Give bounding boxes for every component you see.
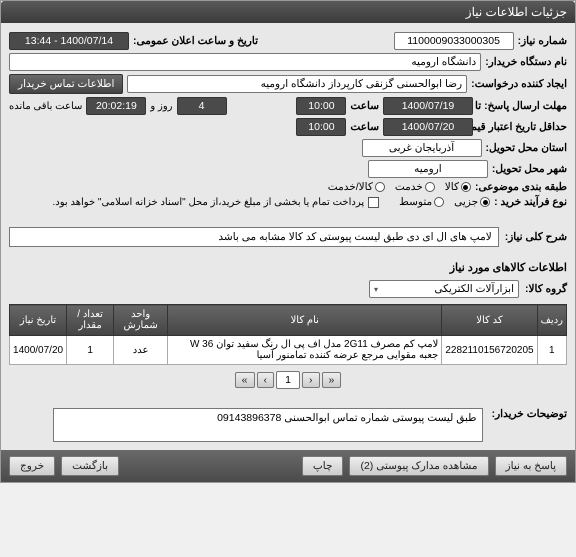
remain-time: 20:02:19 (86, 97, 146, 115)
goods-section-title: اطلاعات کالاهای مورد نیاز (9, 257, 567, 280)
buyer-notes-value: طبق لیست پیوستی شماره تماس ابوالحسنی 091… (53, 408, 483, 442)
radio-goods[interactable]: کالا (445, 181, 471, 193)
city-value: ارومیه (368, 160, 488, 178)
radio-dot-icon (425, 182, 435, 192)
process-radio-group: جزیی متوسط (399, 196, 490, 208)
print-button[interactable]: چاپ (302, 456, 344, 476)
cell-unit: عدد (114, 336, 168, 365)
cell-name: لامپ کم مصرف 2G11 مدل اف پی ال رنگ سفید … (168, 336, 442, 365)
col-row: ردیف (537, 305, 566, 336)
category-radio-group: کالا خدمت کالا/خدمت (328, 181, 471, 193)
time-label-1: ساعت (350, 100, 379, 112)
col-unit: واحد شمارش (114, 305, 168, 336)
goods-group-value: ابزارآلات الکتریکی (434, 283, 514, 295)
creator-value: رضا ابوالحسنی گزنقی کارپرداز دانشگاه ارو… (127, 75, 467, 93)
radio-dot-icon (480, 197, 490, 207)
col-code: کد کالا (442, 305, 537, 336)
page-number[interactable]: 1 (276, 371, 300, 389)
remain-label: ساعت باقی مانده (9, 101, 82, 112)
attachments-button[interactable]: مشاهده مدارک پیوستی (2) (349, 456, 488, 476)
remain-days-label: روز و (150, 101, 172, 112)
radio-dot-icon (375, 182, 385, 192)
announce-label: تاریخ و ساعت اعلان عمومی: (133, 35, 258, 47)
back-button[interactable]: بازگشت (61, 456, 119, 476)
goods-block: اطلاعات کالاهای مورد نیاز گروه کالا: ابز… (1, 253, 575, 400)
need-no-label: شماره نیاز: (518, 35, 567, 47)
page-last[interactable]: » (322, 372, 342, 388)
radio-dot-icon (461, 182, 471, 192)
radio-service[interactable]: خدمت (395, 181, 435, 193)
radio-goods-label: کالا (445, 181, 459, 193)
radio-both-label: کالا/خدمت (328, 181, 373, 193)
goods-group-select[interactable]: ابزارآلات الکتریکی ▾ (369, 280, 519, 298)
cell-idx: 1 (537, 336, 566, 365)
page-prev[interactable]: ‹ (257, 372, 275, 388)
cell-date: 1400/07/20 (10, 336, 67, 365)
page-next[interactable]: › (302, 372, 320, 388)
city-label: شهر محل تحویل: (492, 163, 567, 175)
goods-table: ردیف کد کالا نام کالا واحد شمارش تعداد /… (9, 304, 567, 365)
radio-both[interactable]: کالا/خدمت (328, 181, 385, 193)
deadline-time: 10:00 (296, 97, 346, 115)
contact-info-button[interactable]: اطلاعات تماس خریدار (9, 74, 123, 94)
buyer-notes-label: توضیحات خریدار: (492, 408, 567, 420)
col-qty: تعداد / مقدار (67, 305, 114, 336)
creator-label: ایجاد کننده درخواست: (471, 78, 567, 90)
time-label-2: ساعت (350, 121, 379, 133)
radio-service-label: خدمت (395, 181, 423, 193)
summary-value: لامپ های ال ای دی طبق لیست پیوستی کد کال… (9, 227, 499, 247)
exit-button[interactable]: خروج (9, 456, 55, 476)
category-label: طبقه بندی موضوعی: (475, 181, 567, 193)
announce-value: 1400/07/14 - 13:44 (9, 32, 129, 50)
chevron-down-icon: ▾ (374, 285, 378, 294)
summary-label: شرح کلی نیاز: (505, 231, 567, 243)
buyer-label: نام دستگاه خریدار: (485, 56, 567, 68)
reply-button[interactable]: پاسخ به نیاز (495, 456, 567, 476)
table-row[interactable]: 1 2282110156720205 لامپ کم مصرف 2G11 مدل… (10, 336, 567, 365)
radio-minor-label: جزیی (454, 196, 478, 208)
cell-qty: 1 (67, 336, 114, 365)
form-area: شماره نیاز: 1100009033000305 تاریخ و ساع… (1, 23, 575, 221)
need-no-value: 1100009033000305 (394, 32, 514, 50)
goods-group-label: گروه کالا: (525, 283, 567, 295)
process-label: نوع فرآیند خرید : (494, 196, 567, 208)
col-name: نام کالا (168, 305, 442, 336)
buyer-notes-area: توضیحات خریدار: طبق لیست پیوستی شماره تم… (1, 400, 575, 450)
col-date: تاریخ نیاز (10, 305, 67, 336)
payment-checkbox[interactable] (368, 197, 379, 208)
window-title: جزئیات اطلاعات نیاز (1, 1, 575, 23)
remain-days: 4 (177, 97, 227, 115)
footer-bar: خروج بازگشت چاپ مشاهده مدارک پیوستی (2) … (1, 450, 575, 482)
price-valid-label: حداقل تاریخ اعتبار قیمت: تا تاریخ: (477, 121, 567, 133)
radio-medium[interactable]: متوسط (399, 196, 444, 208)
deadline-date: 1400/07/19 (383, 97, 473, 115)
radio-minor[interactable]: جزیی (454, 196, 490, 208)
province-label: استان محل تحویل: (486, 142, 567, 154)
radio-dot-icon (434, 197, 444, 207)
page-first[interactable]: « (235, 372, 255, 388)
province-value: آذربایجان غربی (362, 139, 482, 157)
payment-note: پرداخت تمام یا بخشی از مبلغ خرید،از محل … (53, 197, 365, 208)
window: جزئیات اطلاعات نیاز شماره نیاز: 11000090… (0, 0, 576, 483)
radio-medium-label: متوسط (399, 196, 432, 208)
deadline-label: مهلت ارسال پاسخ: تا تاریخ: (477, 100, 567, 112)
buyer-value: دانشگاه ارومیه (9, 53, 481, 71)
price-valid-date: 1400/07/20 (383, 118, 473, 136)
cell-code: 2282110156720205 (442, 336, 537, 365)
price-valid-time: 10:00 (296, 118, 346, 136)
summary-row: شرح کلی نیاز: لامپ های ال ای دی طبق لیست… (1, 221, 575, 253)
